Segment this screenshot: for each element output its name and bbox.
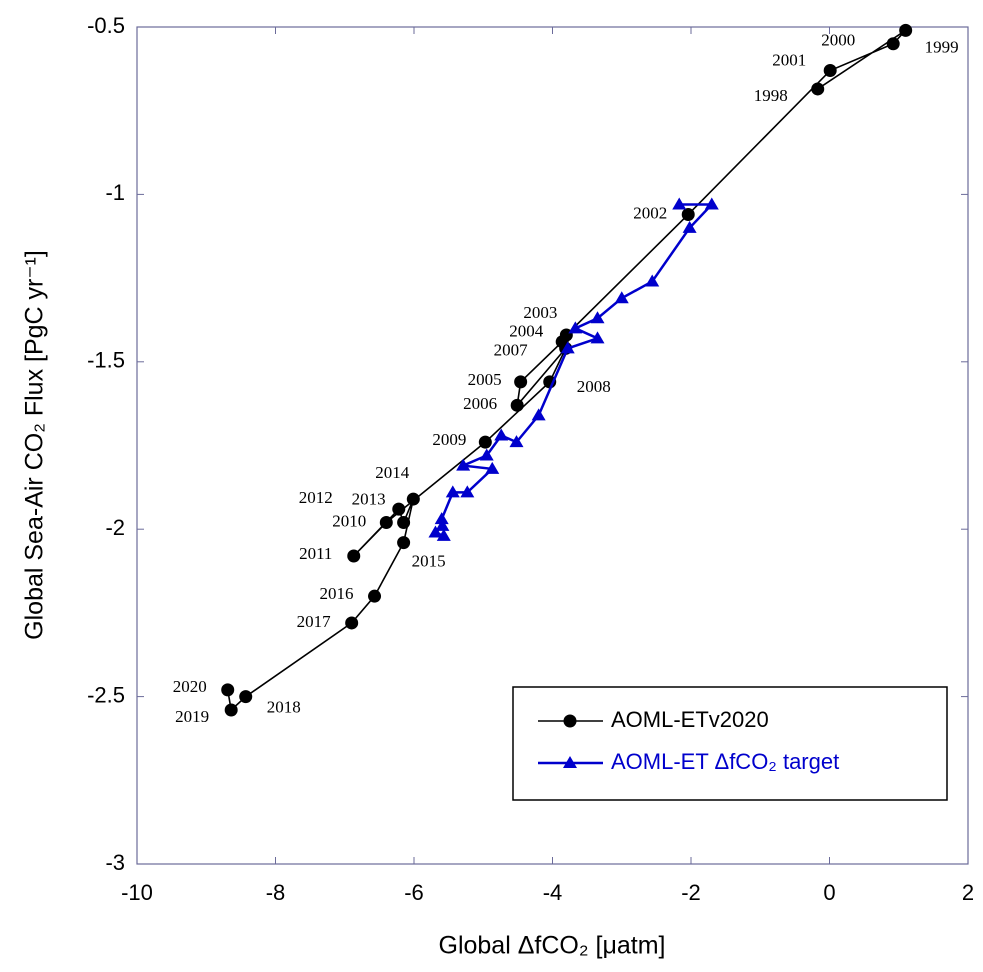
data-point: [345, 616, 359, 630]
legend-marker: [563, 714, 577, 728]
point-label: 2012: [299, 488, 333, 507]
data-point: [514, 375, 528, 389]
data-point: [614, 291, 629, 304]
point-label: 2005: [468, 370, 502, 389]
data-point: [397, 516, 411, 530]
point-label: 2020: [173, 677, 207, 696]
y-axis-label: Global Sea-Air CO₂ Flux [PgC yr⁻¹]: [21, 250, 49, 640]
point-label: 2000: [821, 31, 855, 50]
point-label: 2018: [267, 698, 301, 717]
legend-label: AOML-ET ΔfCO₂ target: [611, 749, 839, 774]
point-label: 2003: [523, 303, 557, 322]
data-point: [478, 435, 492, 449]
data-point: [560, 341, 575, 354]
x-tick-label: 0: [823, 880, 835, 905]
y-tick-label: -1.5: [87, 348, 125, 373]
data-point: [823, 64, 837, 78]
data-point: [590, 311, 605, 324]
point-label: 2014: [375, 463, 410, 482]
legend-marker: [563, 756, 577, 768]
x-tick-label: -6: [404, 880, 424, 905]
data-point: [379, 516, 393, 530]
data-point: [435, 518, 450, 531]
data-point: [531, 408, 546, 421]
data-point: [368, 589, 382, 603]
data-point: [239, 690, 253, 704]
x-tick-label: -4: [543, 880, 563, 905]
point-label: 2017: [297, 612, 332, 631]
point-label: 2019: [175, 707, 209, 726]
y-tick-label: -2: [105, 515, 125, 540]
data-point: [428, 525, 443, 538]
y-tick-label: -3: [105, 850, 125, 875]
data-point: [886, 37, 900, 51]
point-label: 2010: [332, 511, 366, 530]
point-label: 2016: [320, 584, 354, 603]
point-label: 2008: [577, 377, 611, 396]
data-point: [682, 220, 697, 233]
x-axis-label: Global ΔfCO₂ [μatm]: [439, 932, 666, 960]
data-point: [811, 82, 825, 96]
point-label: 2006: [463, 394, 497, 413]
point-label: 2002: [633, 203, 667, 222]
point-label: 2011: [299, 544, 332, 563]
point-label: 2015: [412, 551, 446, 570]
data-point: [590, 331, 605, 344]
data-point: [568, 321, 583, 334]
x-tick-label: -8: [266, 880, 286, 905]
point-label: 2013: [352, 489, 386, 508]
data-point: [479, 448, 494, 461]
y-tick-label: -2.5: [87, 682, 125, 707]
data-point: [392, 502, 406, 516]
data-point: [347, 549, 361, 563]
data-point: [485, 461, 500, 474]
data-point: [406, 492, 420, 506]
data-point: [510, 398, 524, 412]
data-point: [445, 485, 460, 498]
data-point: [704, 197, 719, 210]
data-point: [397, 536, 411, 550]
data-point: [436, 528, 451, 541]
series-line: [226, 29, 907, 712]
x-tick-label: 2: [962, 880, 974, 905]
data-point: [509, 435, 524, 448]
data-point: [681, 207, 695, 221]
point-label: 2009: [432, 430, 466, 449]
point-label: 1998: [754, 86, 788, 105]
x-tick-label: -10: [121, 880, 153, 905]
data-point: [434, 512, 449, 525]
point-label: 1999: [925, 37, 959, 56]
point-label: 2004: [509, 322, 544, 341]
x-tick-label: -2: [681, 880, 701, 905]
data-point: [460, 485, 475, 498]
y-tick-label: -1: [105, 180, 125, 205]
data-point: [899, 23, 913, 37]
data-point: [672, 197, 687, 210]
legend-label: AOML-ETv2020: [611, 707, 769, 732]
data-point: [494, 428, 509, 441]
point-label: 2007: [494, 340, 529, 359]
data-point: [645, 274, 660, 287]
y-tick-label: -0.5: [87, 13, 125, 38]
legend-box: [512, 686, 948, 801]
data-point: [221, 683, 235, 697]
data-point: [456, 458, 471, 471]
data-point: [224, 703, 238, 717]
point-label: 2001: [772, 50, 806, 69]
